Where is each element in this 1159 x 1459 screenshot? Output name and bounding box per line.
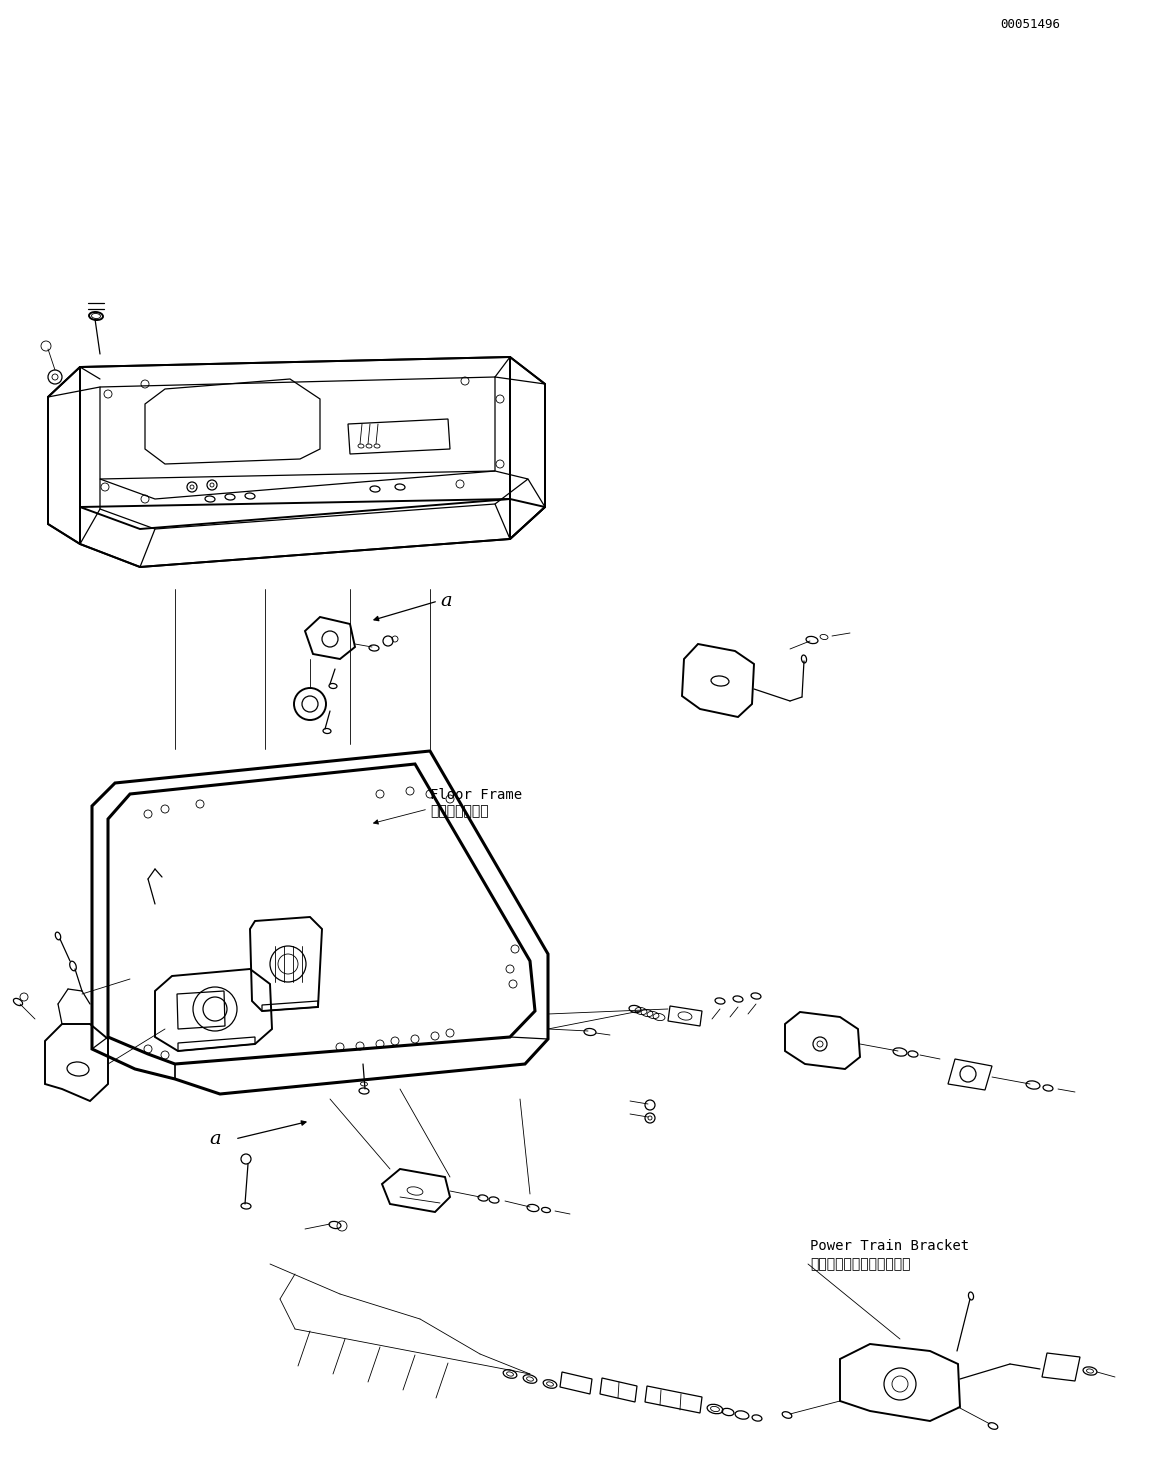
Text: a: a bbox=[440, 592, 452, 610]
Ellipse shape bbox=[735, 1411, 749, 1420]
Text: Power Train Bracket: Power Train Bracket bbox=[810, 1239, 969, 1253]
Text: Floor Frame: Floor Frame bbox=[430, 788, 522, 802]
Text: a: a bbox=[209, 1131, 221, 1148]
Text: 00051496: 00051496 bbox=[1000, 18, 1060, 31]
Text: パワートレインブラケット: パワートレインブラケット bbox=[810, 1258, 911, 1271]
Text: フロアフレーム: フロアフレーム bbox=[430, 804, 489, 818]
